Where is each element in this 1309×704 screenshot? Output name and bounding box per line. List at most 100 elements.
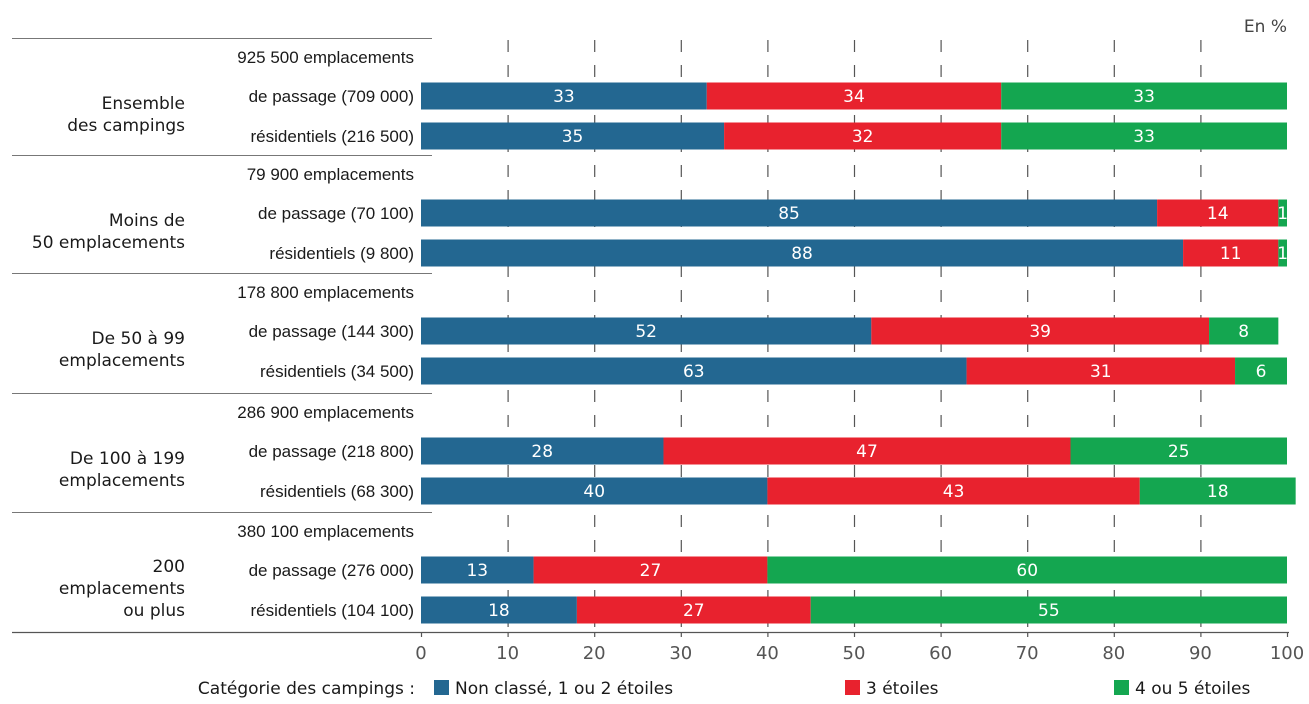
data-label: 14 (1207, 204, 1229, 224)
data-label: 34 (843, 87, 865, 107)
group-label: De 50 à 99 (92, 329, 185, 349)
bar-segment (966, 357, 1236, 385)
x-tick-label: 80 (1102, 643, 1125, 664)
row-label: résidentiels (68 300) (260, 482, 414, 501)
data-label: 88 (791, 244, 813, 264)
bar-segment (810, 596, 1287, 624)
row-label: résidentiels (9 800) (269, 244, 414, 263)
x-tick-label: 40 (756, 643, 779, 664)
data-label: 11 (1220, 244, 1242, 264)
data-label: 33 (553, 87, 575, 107)
bar-segment (706, 82, 1002, 110)
data-label: 8 (1238, 322, 1249, 342)
legend-title: Catégorie des campings : (198, 679, 415, 699)
group-label: Moins de (109, 211, 185, 231)
group-total-label: 286 900 emplacements (237, 403, 414, 422)
data-label: 35 (562, 127, 584, 147)
bar-segment (1070, 437, 1287, 465)
group-label: emplacements (59, 579, 185, 599)
bar-segment (421, 317, 872, 345)
legend-label: Non classé, 1 ou 2 étoiles (455, 679, 673, 699)
legend-swatch (845, 680, 860, 695)
data-label: 47 (856, 442, 878, 462)
group-label: ou plus (123, 601, 185, 621)
bar-segment (1157, 199, 1279, 227)
legend-swatch (1114, 680, 1129, 695)
row-label: de passage (709 000) (249, 87, 414, 106)
bar-segment (1278, 239, 1287, 267)
data-label: 6 (1256, 362, 1267, 382)
row-label: résidentiels (216 500) (251, 127, 414, 146)
legend-label: 4 ou 5 étoiles (1135, 679, 1250, 699)
data-label: 27 (640, 561, 662, 581)
group-label: emplacements (59, 351, 185, 371)
bar-segment (421, 239, 1184, 267)
bar-segment (1183, 239, 1279, 267)
data-label: 32 (852, 127, 874, 147)
bar-segment (1139, 477, 1296, 505)
legend-swatch (434, 680, 449, 695)
bar-segment (421, 122, 725, 150)
x-tick-label: 30 (669, 643, 692, 664)
data-label: 52 (635, 322, 657, 342)
bar-segment (1235, 357, 1287, 385)
group-total-label: 178 800 emplacements (237, 283, 414, 302)
row-label: résidentiels (34 500) (260, 362, 414, 381)
bar-segment (1278, 199, 1287, 227)
row-label: résidentiels (104 100) (251, 601, 414, 620)
group-label: 200 (153, 557, 185, 577)
bar-segment (421, 556, 534, 584)
bar-segment (663, 437, 1071, 465)
group-total-label: 925 500 emplacements (237, 48, 414, 67)
data-label: 63 (683, 362, 705, 382)
data-label: 39 (1029, 322, 1051, 342)
group-label: Ensemble (102, 94, 185, 114)
bar-segment (576, 596, 811, 624)
row-label: de passage (70 100) (258, 204, 414, 223)
unit-label: En % (1244, 17, 1287, 37)
x-tick-label: 60 (929, 643, 952, 664)
legend-label: 3 étoiles (866, 679, 939, 699)
bar-segment (421, 477, 768, 505)
data-label: 25 (1168, 442, 1190, 462)
data-label: 18 (1207, 482, 1229, 502)
bar-segment (421, 596, 577, 624)
bar-segment (1001, 122, 1287, 150)
bar-segment (767, 477, 1140, 505)
bar-segment (421, 82, 707, 110)
row-label: de passage (276 000) (249, 561, 414, 580)
group-label: emplacements (59, 471, 185, 491)
x-tick-label: 70 (1016, 643, 1039, 664)
data-label: 33 (1133, 127, 1155, 147)
x-tick-label: 100 (1270, 643, 1304, 664)
x-tick-label: 90 (1189, 643, 1212, 664)
data-label: 31 (1090, 362, 1112, 382)
x-tick-label: 50 (843, 643, 866, 664)
data-label: 43 (943, 482, 965, 502)
data-label: 28 (531, 442, 553, 462)
bar-segment (1001, 82, 1287, 110)
data-label: 55 (1038, 601, 1060, 621)
x-tick-label: 20 (583, 643, 606, 664)
group-label: 50 emplacements (32, 233, 185, 253)
x-tick-label: 0 (415, 643, 426, 664)
group-total-label: 79 900 emplacements (247, 165, 414, 184)
data-label: 18 (488, 601, 510, 621)
data-label: 1 (1277, 204, 1288, 224)
bar-segment (1209, 317, 1279, 345)
row-label: de passage (218 800) (249, 442, 414, 461)
data-label: 33 (1133, 87, 1155, 107)
row-label: de passage (144 300) (249, 322, 414, 341)
data-label: 13 (466, 561, 488, 581)
bar-segment (724, 122, 1002, 150)
x-tick-label: 10 (496, 643, 519, 664)
group-label: des campings (67, 116, 185, 136)
group-total-label: 380 100 emplacements (237, 522, 414, 541)
data-label: 60 (1016, 561, 1038, 581)
bar-segment (767, 556, 1287, 584)
bar-segment (421, 437, 664, 465)
group-label: De 100 à 199 (70, 449, 185, 469)
data-label: 1 (1277, 244, 1288, 264)
data-label: 40 (583, 482, 605, 502)
